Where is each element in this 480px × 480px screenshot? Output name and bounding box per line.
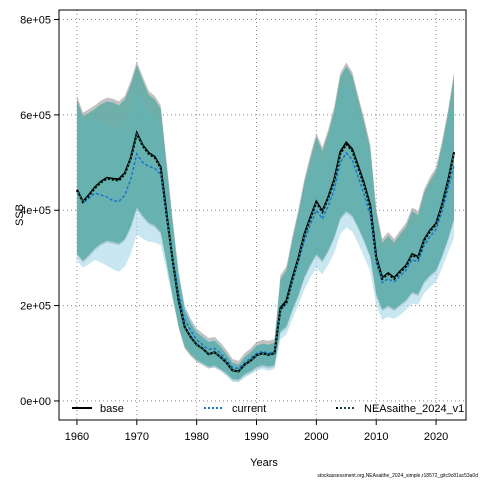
y-tick-label: 2e+05 <box>20 301 51 313</box>
y-tick-label: 8e+05 <box>20 15 51 27</box>
legend-base-label: base <box>100 403 124 415</box>
y-axis: 0e+00 2e+05 4e+05 6e+05 8e+05 <box>20 15 59 408</box>
confidence-bands <box>76 61 455 383</box>
plot-frame <box>58 9 467 421</box>
credit-text: stockassessment.org,NEAsaithe_2024_simpl… <box>317 473 478 479</box>
x-tick-label: 1960 <box>65 431 89 443</box>
series-line-current <box>76 151 455 370</box>
x-tick-label: 2010 <box>364 431 388 443</box>
x-tick-label: 2020 <box>424 431 448 443</box>
y-tick-label: 0e+00 <box>20 396 51 408</box>
x-axis: 1960 1970 1980 1990 2000 2010 2020 <box>65 420 448 443</box>
x-axis-title: Years <box>250 457 278 469</box>
x-tick-label: 2000 <box>304 431 328 443</box>
neasaithe-ci-band <box>76 65 455 380</box>
y-axis-title: SSB <box>14 204 26 226</box>
series-line-neasaithe-2024-v1 <box>76 130 456 373</box>
series-lines <box>76 130 456 373</box>
x-tick-label: 1980 <box>184 431 208 443</box>
y-tick-label: 6e+05 <box>20 110 51 122</box>
legend-current-label: current <box>232 403 266 415</box>
x-tick-label: 1990 <box>244 431 268 443</box>
legend-neasaithe-label: NEAsaithe_2024_v1 <box>364 403 464 415</box>
y-tick-label: 4e+05 <box>20 205 51 217</box>
legend: base current NEAsaithe_2024_v1 <box>72 403 464 415</box>
x-tick-label: 1970 <box>125 431 149 443</box>
